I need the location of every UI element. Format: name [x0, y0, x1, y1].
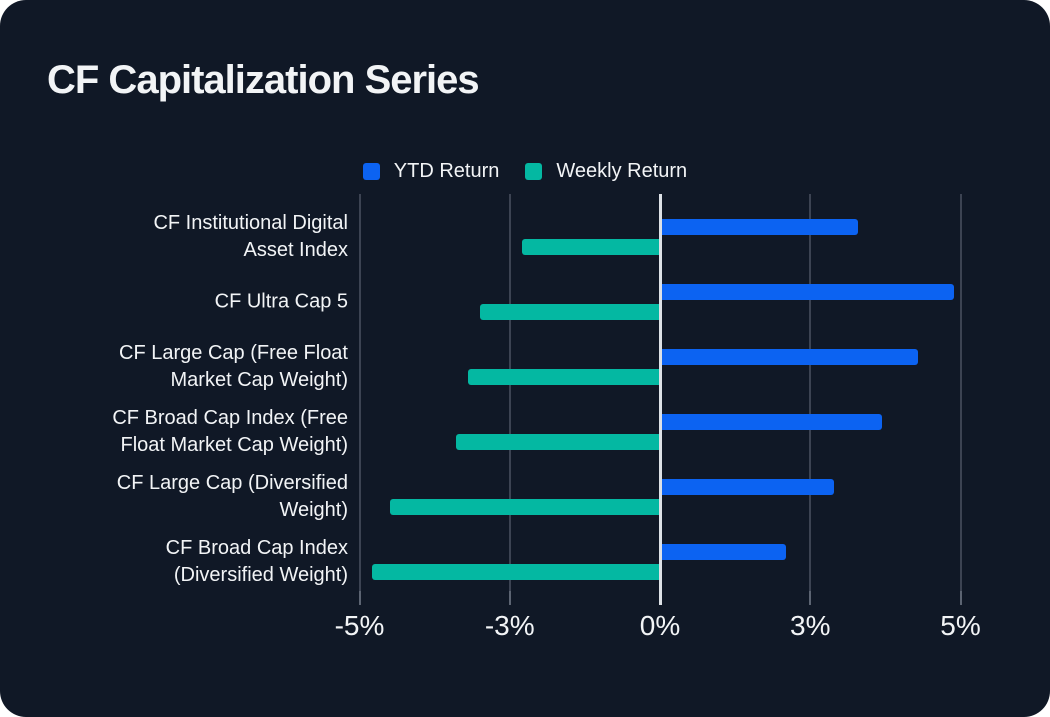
bar-ytd-return[interactable] — [660, 349, 919, 365]
category-label: CF Broad Cap Index (Free Float Market Cap… — [30, 405, 348, 459]
zero-axis-line — [658, 194, 662, 605]
legend-item-weekly[interactable]: Weekly Return — [525, 160, 687, 183]
category-label-line: CF Broad Cap Index (Free — [112, 407, 348, 429]
bar-weekly-return[interactable] — [455, 434, 660, 450]
category-label-line: Weight) — [279, 499, 348, 521]
bar-weekly-return[interactable] — [371, 564, 660, 580]
bar-ytd-return[interactable] — [660, 414, 883, 430]
category-label-line: CF Large Cap (Diversified — [116, 472, 348, 494]
bar-weekly-return[interactable] — [389, 499, 660, 515]
category-label: CF Institutional Digital Asset Index — [30, 210, 348, 264]
bar-ytd-return[interactable] — [660, 479, 835, 495]
bar-weekly-return[interactable] — [521, 239, 660, 255]
category-label-line: CF Institutional Digital — [153, 212, 348, 234]
category-label: CF Large Cap (Diversified Weight) — [30, 470, 348, 524]
gridline — [959, 194, 962, 591]
bar-ytd-return[interactable] — [660, 284, 955, 300]
axis-tick-mark — [508, 591, 511, 605]
category-label: CF Ultra Cap 5 — [30, 289, 348, 316]
axis-tick-mark — [809, 591, 812, 605]
x-axis-tick-label: -3% — [484, 610, 535, 641]
category-label-line: CF Ultra Cap 5 — [214, 290, 348, 313]
legend-label: YTD Return — [393, 160, 500, 182]
category-label-line: Float Market Cap Weight) — [120, 434, 349, 456]
x-axis-tick-label: 0% — [639, 610, 681, 641]
category-label-line: CF Large Cap (Free Float — [119, 342, 348, 364]
bar-weekly-return[interactable] — [467, 369, 660, 385]
gridline — [358, 194, 361, 591]
axis-tick-mark — [959, 591, 962, 605]
axis-tick-mark — [358, 591, 361, 605]
gridline — [508, 194, 511, 591]
category-label-line: Asset Index — [243, 239, 348, 261]
bar-ytd-return[interactable] — [660, 219, 859, 235]
x-axis-tick-label: -5% — [334, 610, 385, 641]
legend-swatch-icon — [362, 163, 380, 180]
legend: YTD Return Weekly Return — [0, 160, 1050, 183]
legend-swatch-icon — [525, 163, 543, 180]
x-axis-tick-label: 3% — [790, 610, 831, 641]
legend-item-ytd[interactable]: YTD Return — [362, 160, 500, 183]
gridline — [809, 194, 812, 591]
category-label-line: (Diversified Weight) — [173, 564, 348, 586]
chart-title: CF Capitalization Series — [47, 58, 480, 102]
bar-ytd-return[interactable] — [660, 544, 787, 560]
category-label-line: Market Cap Weight) — [170, 369, 348, 391]
category-label: CF Large Cap (Free Float Market Cap Weigh… — [30, 340, 348, 394]
legend-label: Weekly Return — [556, 160, 688, 182]
category-label-line: CF Broad Cap Index — [165, 537, 348, 559]
bar-weekly-return[interactable] — [479, 304, 660, 320]
x-axis-tick-label: 5% — [940, 610, 981, 641]
category-label: CF Broad Cap Index (Diversified Weight) — [30, 535, 348, 589]
